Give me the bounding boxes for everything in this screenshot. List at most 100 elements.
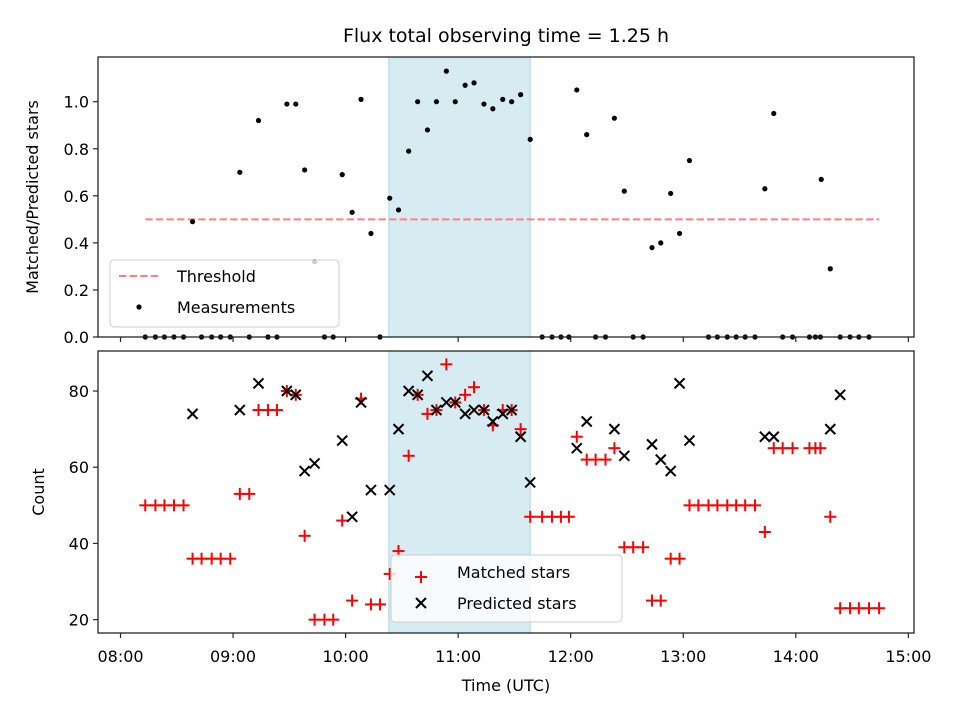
- matched-star-marker: [852, 602, 865, 615]
- x-tick-label: 14:00: [773, 647, 819, 666]
- top-axes-frame: [97, 56, 915, 338]
- predicted-star-marker: [478, 404, 490, 416]
- matched-star-marker: [758, 526, 771, 539]
- matched-star-marker: [459, 388, 472, 401]
- predicted-star-marker: [683, 434, 696, 447]
- measurement-point: [676, 230, 683, 237]
- predicted-star-marker: [308, 457, 321, 470]
- measurement-point: [358, 96, 364, 102]
- matched-star-marker: [824, 510, 837, 523]
- measurement-point: [621, 188, 627, 194]
- measurement-point: [818, 176, 824, 182]
- measurement-point: [509, 99, 515, 105]
- predicted-star-marker: [655, 453, 667, 466]
- predicted-star-marker: [459, 408, 471, 420]
- measurement-point: [658, 240, 664, 246]
- predicted-star-marker: [505, 404, 518, 416]
- predicted-star-marker: [497, 408, 509, 420]
- measurement-point: [500, 96, 506, 102]
- top-highlight-span: [388, 56, 531, 338]
- bottom-y-tick-label: 20: [69, 611, 89, 630]
- measurement-point: [433, 99, 440, 105]
- matched-star-marker: [654, 594, 667, 607]
- matched-star-marker: [692, 499, 705, 512]
- measurement-point: [452, 99, 458, 105]
- matched-star-marker: [748, 499, 761, 512]
- matched-star-marker: [514, 423, 527, 436]
- predicted-star-marker: [608, 423, 621, 435]
- matched-star-marker: [599, 453, 612, 466]
- predicted-star-marker: [580, 415, 593, 428]
- measurement-point: [771, 110, 777, 117]
- matched-star-marker: [637, 541, 650, 554]
- predicted-star-marker: [384, 484, 396, 496]
- x-tick-label: 10:00: [323, 647, 369, 666]
- matched-star-marker: [243, 487, 256, 500]
- bottom-y-tick-label: 80: [69, 382, 89, 401]
- legend-matched-swatch: [415, 571, 427, 583]
- bottom-y-ticks: 20 40 60 80: [69, 382, 98, 630]
- x-axis-label: Time (UTC): [461, 676, 550, 695]
- bottom-legend-box: [390, 554, 623, 623]
- predicted-star-marker: [186, 408, 199, 420]
- matched-star-marker: [862, 602, 875, 615]
- x-tick-label: 15:00: [885, 647, 931, 666]
- top-y-tick-label: 0.4: [64, 234, 89, 253]
- x-tick-label: 09:00: [210, 647, 256, 666]
- predicted-star-marker: [664, 465, 677, 477]
- matched-star-marker: [336, 514, 349, 527]
- top-legend: Threshold Measurements: [109, 259, 340, 328]
- predicted-star-marker: [768, 431, 780, 443]
- top-x-ticks: [119, 337, 909, 342]
- bottom-y-axis-label: Count: [29, 468, 48, 516]
- predicted-stars-points: [186, 370, 846, 523]
- matched-star-marker: [570, 430, 583, 443]
- x-tick-label: 12:00: [548, 647, 594, 666]
- predicted-star-marker: [355, 396, 367, 409]
- predicted-star-marker: [421, 370, 434, 382]
- matched-star-marker: [298, 529, 311, 542]
- measurement-point: [611, 115, 617, 121]
- measurement-point: [395, 207, 402, 213]
- measurement-point: [668, 190, 674, 197]
- measurement-point: [255, 117, 262, 124]
- matched-star-marker: [562, 510, 575, 523]
- matched-stars-points: [139, 358, 886, 626]
- predicted-star-marker: [449, 396, 461, 409]
- matched-star-marker: [608, 442, 621, 455]
- predicted-star-marker: [430, 404, 443, 416]
- predicted-star-marker: [234, 404, 246, 416]
- measurement-point: [293, 101, 299, 107]
- predicted-star-marker: [290, 389, 302, 401]
- top-y-tick-label: 1.0: [64, 93, 89, 112]
- predicted-star-marker: [618, 450, 630, 462]
- matched-star-marker: [327, 613, 340, 626]
- top-legend-box: [109, 259, 340, 328]
- measurement-point: [237, 169, 243, 175]
- predicted-star-marker: [673, 377, 686, 390]
- predicted-star-marker: [252, 377, 265, 390]
- predicted-star-marker: [440, 396, 453, 409]
- predicted-star-marker: [468, 404, 480, 416]
- top-y-tick-label: 0.2: [64, 281, 89, 300]
- predicted-star-marker: [298, 465, 311, 477]
- predicted-star-marker: [646, 438, 658, 451]
- measurement-point: [189, 219, 196, 225]
- predicted-star-marker: [365, 484, 377, 496]
- measurement-point: [471, 80, 477, 86]
- matched-star-marker: [177, 499, 190, 512]
- legend-measurements-swatch: [136, 304, 142, 310]
- predicted-star-marker: [346, 511, 358, 523]
- matched-star-marker: [346, 594, 359, 607]
- predicted-star-marker: [824, 423, 836, 435]
- top-y-axis-label: Matched/Predicted stars: [23, 100, 42, 294]
- bottom-panel: 20 40 60 80 08:00 09:00 10:00 11:00 12:00 13:00 1…: [29, 350, 931, 695]
- bottom-legend: Matched stars Predicted stars: [390, 554, 623, 623]
- legend-measurements-label: Measurements: [177, 298, 295, 317]
- x-tick-label: 08:00: [97, 647, 143, 666]
- x-tick-label: 11:00: [435, 647, 481, 666]
- measurement-point: [387, 195, 393, 201]
- matched-star-marker: [440, 358, 453, 371]
- top-y-tick-label: 0.8: [64, 140, 89, 159]
- matched-star-marker: [195, 552, 208, 565]
